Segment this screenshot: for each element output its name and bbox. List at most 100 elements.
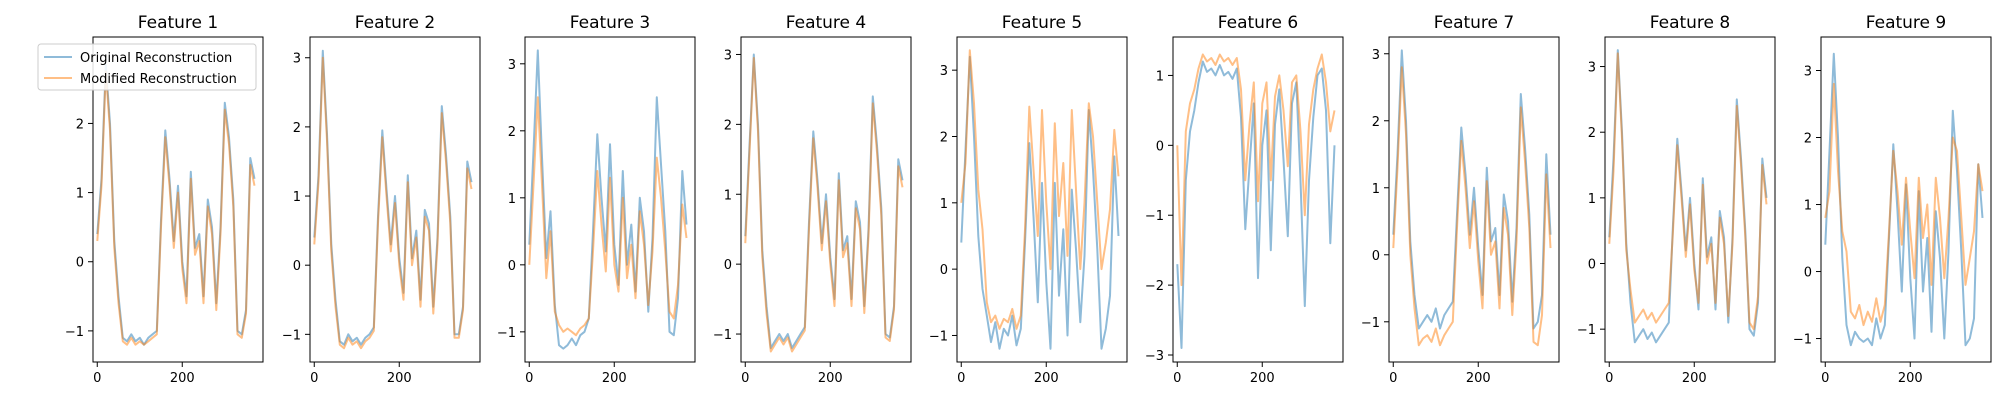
y-tick-label: 0 xyxy=(293,259,301,274)
y-tick-label: −2 xyxy=(1145,279,1164,294)
series-line-original xyxy=(528,49,688,350)
y-tick-label: 2 xyxy=(1804,132,1812,147)
subplot-title: Feature 3 xyxy=(570,13,650,33)
y-tick-label: 3 xyxy=(508,58,516,73)
y-tick-label: 3 xyxy=(1372,48,1380,63)
y-tick-label: 2 xyxy=(508,125,516,140)
series-line-original xyxy=(1176,60,1336,349)
y-tick-label: 2 xyxy=(76,117,84,132)
series-line-modified xyxy=(744,57,904,353)
x-tick-label: 0 xyxy=(93,371,101,386)
y-tick-label: −1 xyxy=(497,326,516,341)
y-tick-label: 2 xyxy=(1588,126,1596,141)
x-tick-label: 0 xyxy=(1173,371,1181,386)
y-tick-label: 1 xyxy=(1588,192,1596,207)
series-line-modified xyxy=(1176,53,1336,287)
y-tick-label: 0 xyxy=(76,256,84,271)
series-line-modified xyxy=(1824,82,1984,327)
subplot-feature-6: Feature 6 0 200 −3 −2 −1 0 1 xyxy=(1145,13,1344,386)
y-tick-label: 0 xyxy=(1804,266,1812,281)
axes-frame xyxy=(92,36,264,363)
series-line-original xyxy=(1824,52,1984,347)
x-tick-label: 0 xyxy=(957,371,965,386)
y-tick-label: 3 xyxy=(940,64,948,79)
y-tick-label: 1 xyxy=(724,188,732,203)
y-tick-label: 0 xyxy=(1588,258,1596,273)
axes-frame xyxy=(309,36,481,363)
y-tick-label: 3 xyxy=(724,48,732,63)
y-tick-label: 3 xyxy=(1588,61,1596,76)
axes-frame xyxy=(524,36,696,363)
subplot-title: Feature 1 xyxy=(138,13,218,33)
subplot-title: Feature 4 xyxy=(786,13,866,33)
series-line-original xyxy=(960,55,1120,350)
subplot-title: Feature 8 xyxy=(1650,13,1730,33)
y-tick-label: 0 xyxy=(1156,139,1164,154)
y-tick-label: −1 xyxy=(713,328,732,343)
y-tick-label: −1 xyxy=(1577,323,1596,338)
x-tick-label: 0 xyxy=(1821,371,1829,386)
y-tick-label: 2 xyxy=(1372,115,1380,130)
legend-box xyxy=(37,43,257,91)
x-tick-label: 0 xyxy=(525,371,533,386)
subplot-feature-8: Feature 8 0 200 −1 0 1 2 3 xyxy=(1577,13,1776,386)
series-line-modified xyxy=(1392,66,1552,347)
axes-frame xyxy=(956,36,1128,363)
x-tick-label: 200 xyxy=(818,371,843,386)
axes-frame xyxy=(1604,36,1776,363)
series-line-modified xyxy=(1608,52,1768,331)
legend: Original Reconstruction Modified Reconstr… xyxy=(37,43,257,91)
y-tick-label: −1 xyxy=(282,328,301,343)
y-tick-label: −1 xyxy=(1145,209,1164,224)
x-tick-label: 200 xyxy=(1466,371,1491,386)
y-tick-label: 0 xyxy=(724,258,732,273)
x-tick-label: 200 xyxy=(602,371,627,386)
subplot-feature-4: Feature 4 0 200 −1 0 1 2 3 xyxy=(713,13,912,386)
axes-frame xyxy=(1820,36,1992,363)
series-line-modified xyxy=(96,70,256,346)
axes-frame xyxy=(740,36,912,363)
y-tick-label: −3 xyxy=(1145,349,1164,364)
y-tick-label: 1 xyxy=(76,187,84,202)
legend-label: Modified Reconstruction xyxy=(80,72,237,87)
subplot-feature-7: Feature 7 0 200 −1 0 1 2 3 xyxy=(1361,13,1560,386)
y-tick-label: −1 xyxy=(1793,333,1812,348)
legend-label: Original Reconstruction xyxy=(80,51,232,66)
series-line-original xyxy=(744,53,904,349)
y-tick-label: 1 xyxy=(1372,182,1380,197)
y-tick-label: −1 xyxy=(65,325,84,340)
y-tick-label: 0 xyxy=(940,263,948,278)
series-line-modified xyxy=(528,96,688,337)
y-tick-label: −1 xyxy=(929,329,948,344)
x-tick-label: 0 xyxy=(1389,371,1397,386)
x-tick-label: 200 xyxy=(1250,371,1275,386)
y-tick-label: 2 xyxy=(724,118,732,133)
y-tick-label: 1 xyxy=(508,192,516,207)
y-tick-label: 0 xyxy=(1372,249,1380,264)
subplot-feature-9: Feature 9 0 200 −1 0 1 2 3 xyxy=(1793,13,1992,386)
subplot-feature-2: Feature 2 0 200 −1 0 1 2 3 xyxy=(282,13,481,386)
x-tick-label: 200 xyxy=(170,371,195,386)
y-tick-label: 2 xyxy=(293,121,301,136)
subplot-title: Feature 7 xyxy=(1434,13,1514,33)
x-tick-label: 200 xyxy=(1682,371,1707,386)
subplot-title: Feature 5 xyxy=(1002,13,1082,33)
series-line-original xyxy=(96,63,256,346)
y-tick-label: 1 xyxy=(940,197,948,212)
x-tick-label: 200 xyxy=(387,371,412,386)
subplot-feature-1: Feature 1 0 200 −1 0 1 2 xyxy=(65,13,264,386)
subplot-feature-3: Feature 3 0 200 −1 0 1 2 3 xyxy=(497,13,696,386)
y-tick-label: 0 xyxy=(508,259,516,274)
series-line-modified xyxy=(960,49,1120,330)
y-tick-label: 2 xyxy=(940,130,948,145)
x-tick-label: 0 xyxy=(741,371,749,386)
x-tick-label: 0 xyxy=(310,371,318,386)
series-line-modified xyxy=(313,56,473,350)
subplot-title: Feature 2 xyxy=(355,13,435,33)
subplot-title: Feature 6 xyxy=(1218,13,1298,33)
y-tick-label: 1 xyxy=(1156,69,1164,84)
y-tick-label: 3 xyxy=(1804,65,1812,80)
x-tick-label: 0 xyxy=(1605,371,1613,386)
